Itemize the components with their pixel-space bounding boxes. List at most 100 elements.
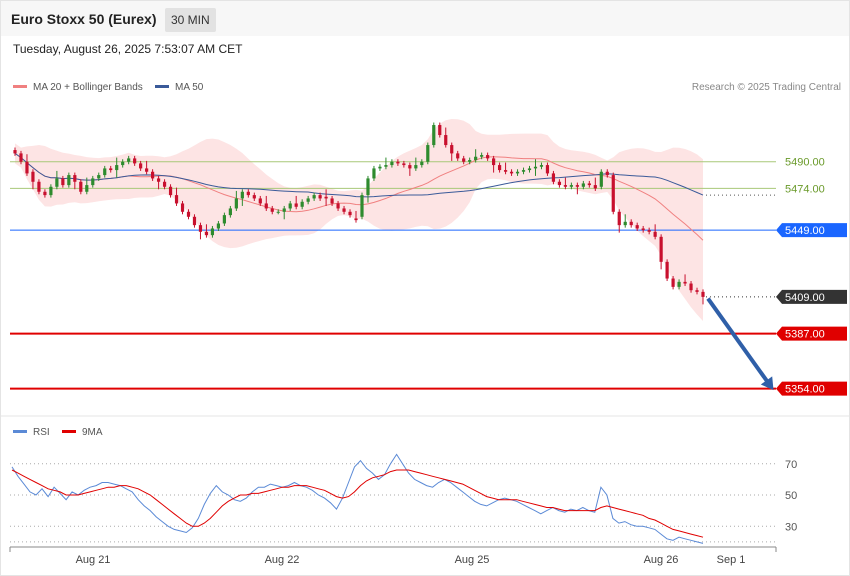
candle-up [366,178,370,196]
candle-down [336,203,340,209]
candle-down [492,158,496,166]
candle-down [13,150,17,154]
ma50-legend-swatch [155,85,169,88]
candle-down [551,173,556,182]
candle-down [264,203,268,209]
resistance-level-label: 5490.00 [785,157,825,169]
rsi-ma-legend-label: 9MA [82,427,103,438]
candle-down [186,211,191,217]
candle-up [240,191,244,199]
timeframe-badge[interactable]: 30 MIN [165,8,216,32]
candle-down [486,155,490,159]
timestamp: Tuesday, August 26, 2025 7:53:07 AM CET [13,42,243,56]
candle-down [575,185,579,187]
header-bar: Euro Stoxx 50 (Eurex) 30 MIN [1,1,849,36]
candle-up [474,156,478,161]
candle-down [198,225,203,232]
candle-down [408,165,412,169]
candle-down [605,171,609,176]
support-level-tag [776,381,847,396]
candle-up [581,183,585,187]
candle-up [228,208,232,216]
candle-down [133,158,137,164]
ma50-legend-label: MA 50 [175,82,204,93]
candle-down [587,183,591,186]
candle-down [19,153,23,162]
candle-down [204,231,209,236]
candle-up [533,166,538,169]
forecast-arrow-head [760,376,774,391]
candle-down [61,178,65,186]
support-level-label: 5354.00 [785,384,825,396]
candle-down [43,191,47,196]
candle-down [79,181,83,192]
ma20-legend-swatch [13,85,27,88]
candle-down [258,198,262,204]
candle-up [623,221,627,226]
candle-up [121,161,125,166]
candle-down [444,135,448,146]
rsi-tick-label: 70 [785,459,797,471]
candle-down [629,221,633,226]
rsi-legend-swatch [13,430,27,433]
candle-down [396,161,400,164]
candle-up [426,145,430,162]
candle-up [234,198,238,209]
candle-down [557,181,562,186]
candle-up [67,175,71,186]
candle-up [468,160,472,162]
x-axis-tick-label: Aug 22 [265,554,300,566]
candle-down [683,281,687,284]
current-level-label: 5409.00 [785,292,825,304]
candle-down [611,175,615,212]
candle-down [503,170,508,172]
candle-up [480,155,484,157]
candle-up [282,208,286,212]
candle-up [539,165,544,167]
candle-up [312,195,316,199]
candle-up [432,125,436,146]
candle-down [318,195,322,199]
resistance-level-label: 5474.00 [785,183,825,195]
candle-down [635,225,639,229]
candle-down [168,186,173,196]
rsi-ma-line [11,469,704,538]
candle-down [192,216,197,226]
candle-down [689,283,693,291]
candle-down [252,195,256,199]
x-axis-tick-label: Aug 21 [76,554,111,566]
candle-up [288,203,292,209]
support-level-tag [776,326,847,341]
candle-down [139,163,143,169]
x-axis-tick-label: Aug 25 [455,554,490,566]
candle-down [270,208,274,212]
candle-down [641,228,645,231]
candle-down [294,203,298,207]
candle-up [55,178,59,187]
copyright-credit: Research © 2025 Trading Central [692,82,841,93]
candle-up [216,223,221,229]
candle-up [360,195,364,217]
rsi-tick-label: 50 [785,490,797,502]
pivot-level-tag [776,223,847,238]
candle-down [438,125,442,136]
candle-down [563,185,567,187]
candle-up [420,161,424,166]
candle-down [593,185,597,189]
candle-up [599,171,603,187]
support-level-label: 5387.00 [785,329,825,341]
candle-up [384,165,388,167]
candle-up [414,165,418,169]
bollinger-band-fill [15,119,703,321]
candle-up [521,170,526,172]
candle-up [569,185,573,187]
candle-up [378,166,382,169]
candle-down [25,161,29,174]
candle-down [665,261,669,279]
pivot-level-label: 5449.00 [785,225,825,237]
candle-down [162,181,167,187]
candle-up [210,228,215,236]
candle-down [174,195,179,204]
candle-up [677,281,681,287]
